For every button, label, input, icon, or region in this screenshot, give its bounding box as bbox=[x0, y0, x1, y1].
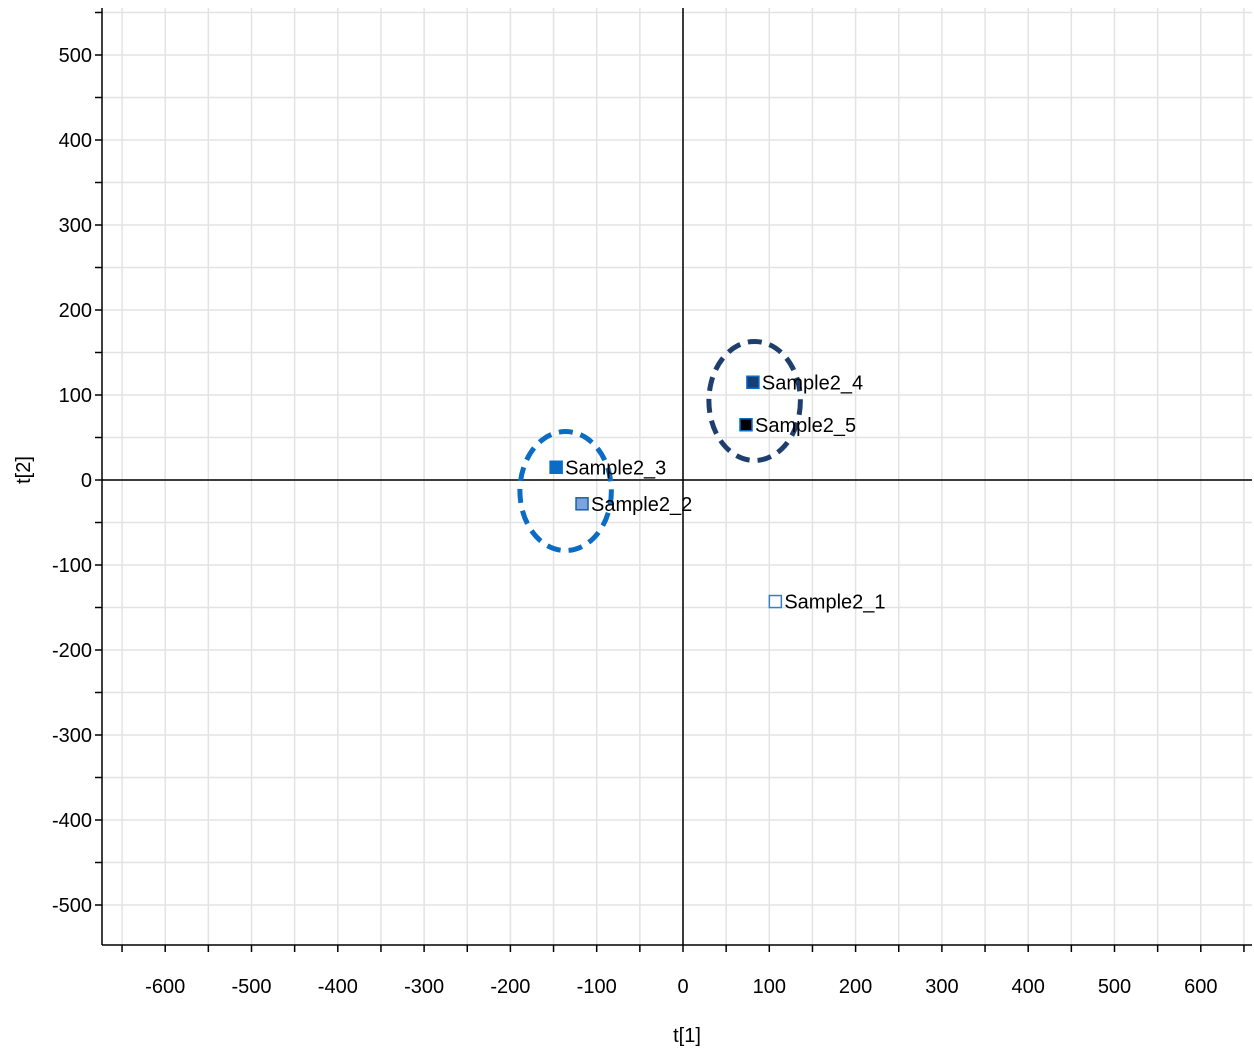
data-points: Sample2_1 Sample2_2 Sample2_3 Sample2_4 Samp… bbox=[549, 372, 886, 614]
group-ellipse bbox=[706, 338, 803, 463]
y-tick-label: 0 bbox=[81, 470, 92, 492]
x-tick-label: -100 bbox=[577, 976, 617, 998]
x-axis-title: t[1] bbox=[673, 1025, 701, 1047]
x-tick-label: 300 bbox=[925, 976, 958, 998]
data-point bbox=[575, 497, 589, 511]
y-tick-label: 300 bbox=[59, 215, 92, 237]
y-tick-label: -300 bbox=[52, 725, 92, 747]
x-tick-label: 400 bbox=[1012, 976, 1045, 998]
x-tick-label: -200 bbox=[490, 976, 530, 998]
y-tick-label: 500 bbox=[59, 45, 92, 67]
y-tick-label: 200 bbox=[59, 300, 92, 322]
point-label: Sample2_2 bbox=[591, 494, 692, 516]
data-point bbox=[549, 460, 563, 474]
y-tick-label: -500 bbox=[52, 895, 92, 917]
y-tick-label: 100 bbox=[59, 385, 92, 407]
x-tick-label: 200 bbox=[839, 976, 872, 998]
x-tick-label: -400 bbox=[318, 976, 358, 998]
grid-lines bbox=[102, 8, 1252, 945]
y-tick-label: -200 bbox=[52, 640, 92, 662]
point-label: Sample2_3 bbox=[565, 457, 666, 479]
data-point bbox=[746, 375, 760, 389]
group-ellipse bbox=[517, 429, 614, 554]
point-label: Sample2_1 bbox=[784, 592, 885, 614]
point-label: Sample2_4 bbox=[762, 372, 863, 394]
data-point bbox=[768, 594, 783, 609]
x-tick-label: -300 bbox=[404, 976, 444, 998]
axes: -600 -500 -400 -300 -200 -100 0 100 200 300 400 500… bbox=[52, 8, 1252, 998]
data-point bbox=[739, 418, 753, 432]
y-tick-label: -400 bbox=[52, 810, 92, 832]
x-tick-label: 600 bbox=[1184, 976, 1217, 998]
y-tick-label: -100 bbox=[52, 555, 92, 577]
group-ellipses bbox=[517, 338, 803, 554]
x-tick-label: 0 bbox=[677, 976, 688, 998]
y-tick-label: 400 bbox=[59, 130, 92, 152]
point-label: Sample2_5 bbox=[755, 415, 856, 437]
x-tick-label: -500 bbox=[231, 976, 271, 998]
y-axis-title: t[2] bbox=[13, 456, 35, 484]
x-tick-label: 100 bbox=[753, 976, 786, 998]
x-tick-label: -600 bbox=[145, 976, 185, 998]
x-tick-label: 500 bbox=[1098, 976, 1131, 998]
